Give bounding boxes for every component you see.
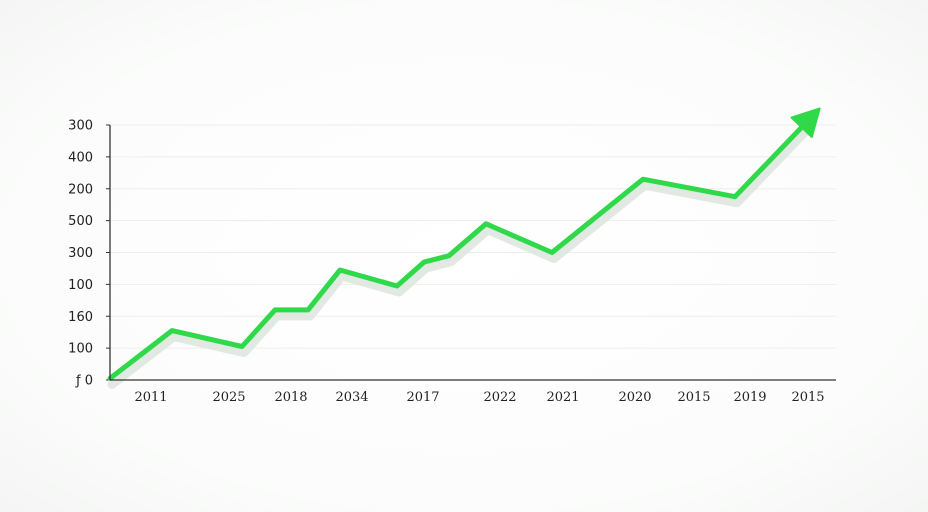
x-tick-label: 2025 bbox=[212, 390, 245, 405]
trend-arrowhead-icon bbox=[790, 107, 821, 138]
x-tick-label: 2017 bbox=[406, 390, 439, 405]
x-tick-label: 2015 bbox=[677, 390, 710, 405]
y-tick-label: 400 bbox=[68, 150, 93, 165]
x-tick-label: 2011 bbox=[134, 390, 167, 405]
y-tick-label: ƒ 0 bbox=[75, 374, 93, 389]
y-tick-label: 160 bbox=[68, 310, 93, 325]
y-tick-label: 500 bbox=[68, 214, 93, 229]
y-tick-label: 100 bbox=[68, 278, 93, 293]
y-tick-label: 200 bbox=[68, 182, 93, 197]
x-tick-label: 2020 bbox=[618, 390, 651, 405]
y-tick-label: 300 bbox=[68, 246, 93, 261]
x-tick-label: 2021 bbox=[546, 390, 579, 405]
series-line-shadow bbox=[107, 120, 817, 389]
y-tick-label: 300 bbox=[68, 119, 93, 134]
y-tick-label: 100 bbox=[68, 342, 93, 357]
y-axis-ticks: ƒ 0 100 160 100 300 500 200 400 300 bbox=[68, 119, 110, 389]
x-tick-label: 2019 bbox=[733, 390, 766, 405]
x-axis-ticks: 2011 2025 2018 2034 2017 2022 2021 2020 2015 2019… bbox=[134, 390, 824, 405]
gridlines bbox=[110, 124, 836, 349]
x-tick-label: 2018 bbox=[274, 390, 307, 405]
x-tick-label: 2022 bbox=[483, 390, 516, 405]
x-tick-label: 2015 bbox=[791, 390, 824, 405]
series-line bbox=[107, 116, 813, 381]
x-tick-label: 2034 bbox=[335, 390, 368, 405]
